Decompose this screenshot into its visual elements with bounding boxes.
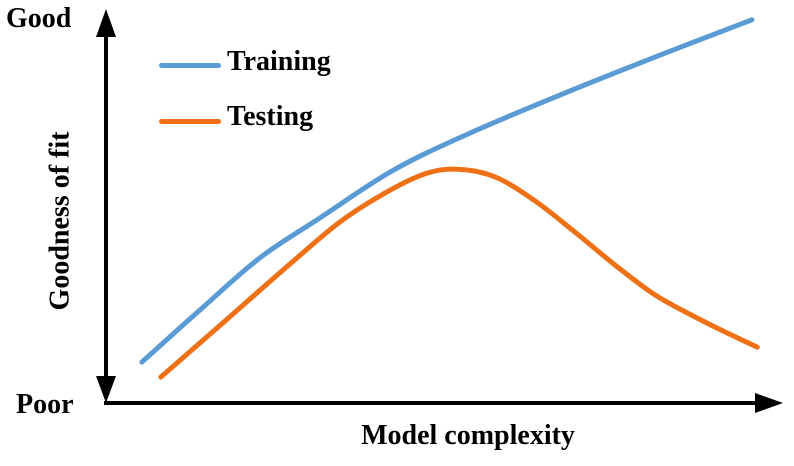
legend-testing-label: Testing <box>227 101 314 132</box>
x-axis-title: Model complexity <box>361 420 575 451</box>
y-axis-bottom-label: Poor <box>16 389 74 420</box>
y-axis-up-arrowhead-icon <box>96 9 116 37</box>
testing-curve <box>158 166 760 380</box>
x-axis-right-arrowhead-icon <box>755 393 783 413</box>
legend-training-line-swatch <box>159 63 221 68</box>
legend-testing-line-swatch <box>159 119 221 124</box>
y-axis-title: Goodness of fit <box>44 131 76 311</box>
legend-training-label: Training <box>227 46 331 77</box>
curves-group <box>139 17 760 380</box>
training-curve <box>139 17 755 365</box>
y-axis-top-label: Good <box>6 3 72 34</box>
y-axis-down-arrowhead-icon <box>96 376 116 403</box>
